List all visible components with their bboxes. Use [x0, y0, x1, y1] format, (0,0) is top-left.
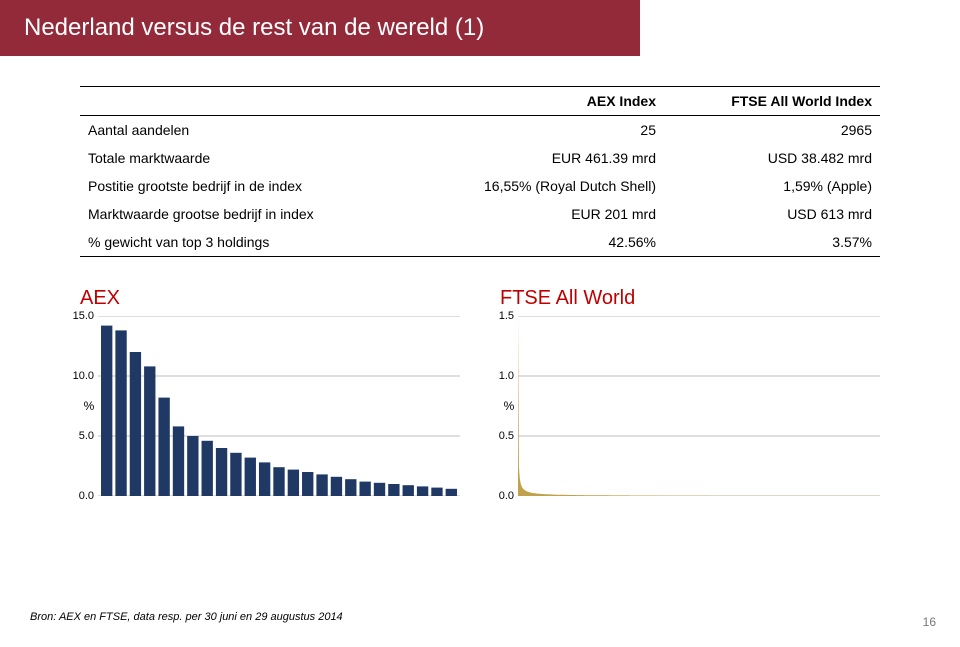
- aex-bar: [187, 436, 198, 496]
- ftse-chart-block: FTSE All World % 0.00.51.01.5: [500, 287, 880, 496]
- page-title-bar: Nederland versus de rest van de wereld (…: [0, 0, 640, 56]
- ftse-ytick-label: 0.5: [499, 430, 514, 442]
- table-cell: 1,59% (Apple): [664, 172, 880, 200]
- table-cell: Totale marktwaarde: [80, 144, 448, 172]
- table-cell: 2965: [664, 116, 880, 145]
- aex-bar: [130, 352, 141, 496]
- aex-bar: [202, 441, 213, 496]
- aex-ytick-label: 10.0: [73, 370, 94, 382]
- ftse-yaxis-label: %: [500, 316, 518, 496]
- table-cell: Aantal aandelen: [80, 116, 448, 145]
- table-cell: Postitie grootste bedrijf in de index: [80, 172, 448, 200]
- ftse-area-fill: [518, 316, 880, 496]
- aex-chart-title: AEX: [80, 287, 460, 310]
- aex-bar: [345, 479, 356, 496]
- comparison-table: AEX Index FTSE All World Index Aantal aa…: [80, 86, 880, 257]
- table-cell: % gewicht van top 3 holdings: [80, 228, 448, 257]
- table-row: Totale marktwaardeEUR 461.39 mrdUSD 38.4…: [80, 144, 880, 172]
- page-title: Nederland versus de rest van de wereld (…: [24, 14, 484, 41]
- aex-bar: [403, 485, 414, 496]
- aex-bar: [115, 330, 126, 496]
- aex-bar: [288, 470, 299, 496]
- aex-bar: [374, 483, 385, 496]
- aex-bar: [158, 398, 169, 496]
- ftse-ytick-label: 1.5: [499, 310, 514, 322]
- page-number: 16: [923, 615, 936, 629]
- table-cell: 3.57%: [664, 228, 880, 257]
- table-cell: EUR 461.39 mrd: [448, 144, 664, 172]
- ftse-chart-svg: [518, 316, 880, 496]
- table-cell: 25: [448, 116, 664, 145]
- table-row: Postitie grootste bedrijf in de index16,…: [80, 172, 880, 200]
- aex-bar: [245, 458, 256, 496]
- table-cell: USD 38.482 mrd: [664, 144, 880, 172]
- aex-bar: [417, 486, 428, 496]
- table-cell: 16,55% (Royal Dutch Shell): [448, 172, 664, 200]
- table-cell: 42.56%: [448, 228, 664, 257]
- aex-ytick-label: 5.0: [79, 430, 94, 442]
- aex-bar: [144, 366, 155, 496]
- aex-bar: [101, 326, 112, 496]
- aex-chart-area: 0.05.010.015.0: [98, 316, 460, 496]
- aex-bar: [273, 467, 284, 496]
- table-cell: USD 613 mrd: [664, 200, 880, 228]
- aex-bar: [173, 426, 184, 496]
- table-col-0: [80, 87, 448, 116]
- ftse-chart-area: 0.00.51.01.5: [518, 316, 880, 496]
- aex-bar: [331, 477, 342, 496]
- ftse-ytick-label: 0.0: [499, 490, 514, 502]
- table-col-1: AEX Index: [448, 87, 664, 116]
- aex-bar: [259, 462, 270, 496]
- aex-bar: [388, 484, 399, 496]
- ftse-ytick-label: 1.0: [499, 370, 514, 382]
- table-cell: Marktwaarde grootse bedrijf in index: [80, 200, 448, 228]
- aex-yaxis-label: %: [80, 316, 98, 496]
- table-row: Aantal aandelen252965: [80, 116, 880, 145]
- table-cell: EUR 201 mrd: [448, 200, 664, 228]
- aex-bar: [359, 482, 370, 496]
- aex-ytick-label: 0.0: [79, 490, 94, 502]
- ftse-chart-title: FTSE All World: [500, 287, 880, 310]
- aex-bar: [230, 453, 241, 496]
- aex-bar: [302, 472, 313, 496]
- aex-bar: [216, 448, 227, 496]
- footnote: Bron: AEX en FTSE, data resp. per 30 jun…: [30, 611, 343, 623]
- aex-bar: [431, 488, 442, 496]
- aex-chart-svg: [98, 316, 460, 496]
- aex-bar: [446, 489, 457, 496]
- table-col-2: FTSE All World Index: [664, 87, 880, 116]
- aex-bar: [316, 474, 327, 496]
- table-row: Marktwaarde grootse bedrijf in indexEUR …: [80, 200, 880, 228]
- aex-chart-block: AEX % 0.05.010.015.0: [80, 287, 460, 496]
- table-row: % gewicht van top 3 holdings42.56%3.57%: [80, 228, 880, 257]
- content-area: AEX Index FTSE All World Index Aantal aa…: [0, 56, 960, 496]
- aex-ytick-label: 15.0: [73, 310, 94, 322]
- charts-row: AEX % 0.05.010.015.0 FTSE All World % 0.…: [80, 287, 880, 496]
